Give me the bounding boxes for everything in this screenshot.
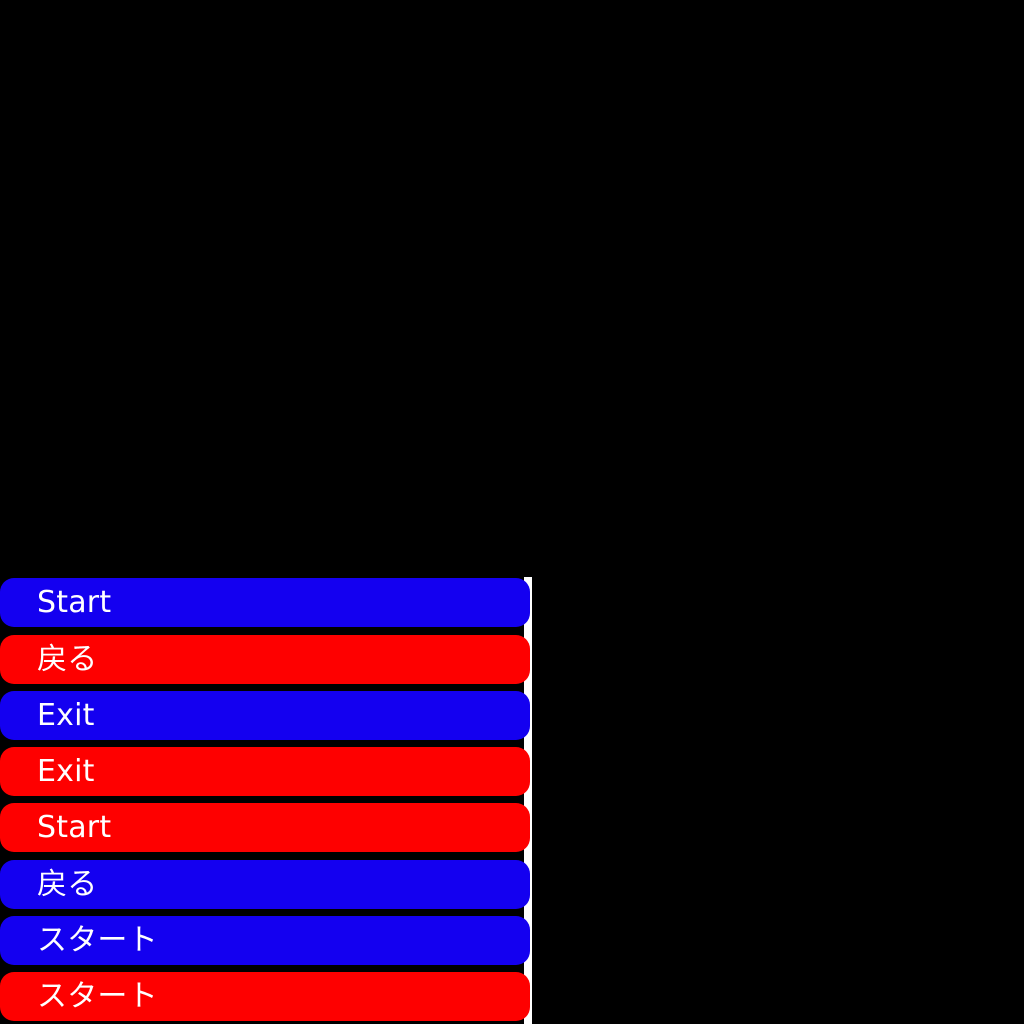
menu-button-8-label: スタート [37,978,158,1014]
menu-button-8-sutaato[interactable]: スタート [0,972,530,1021]
menu-button-6-label: 戻る [37,866,98,902]
menu-button-4-label: Exit [37,753,95,789]
menu-button-7-label: スタート [37,922,158,958]
menu-button-4-exit[interactable]: Exit [0,747,530,796]
menu-button-1-start[interactable]: Start [0,578,530,627]
menu-button-2-modoru[interactable]: 戻る [0,635,530,684]
panel-right-edge-strip [524,577,532,1024]
menu-button-7-sutaato[interactable]: スタート [0,916,530,965]
menu-button-6-modoru[interactable]: 戻る [0,860,530,909]
menu-button-1-label: Start [37,584,112,620]
menu-button-3-exit[interactable]: Exit [0,691,530,740]
menu-button-5-label: Start [37,809,112,845]
menu-button-2-label: 戻る [37,641,98,677]
vertical-button-stack: Start 戻る Exit Exit Start 戻る スタート スタート [0,577,532,1024]
menu-button-3-label: Exit [37,697,95,733]
menu-button-5-start[interactable]: Start [0,803,530,852]
